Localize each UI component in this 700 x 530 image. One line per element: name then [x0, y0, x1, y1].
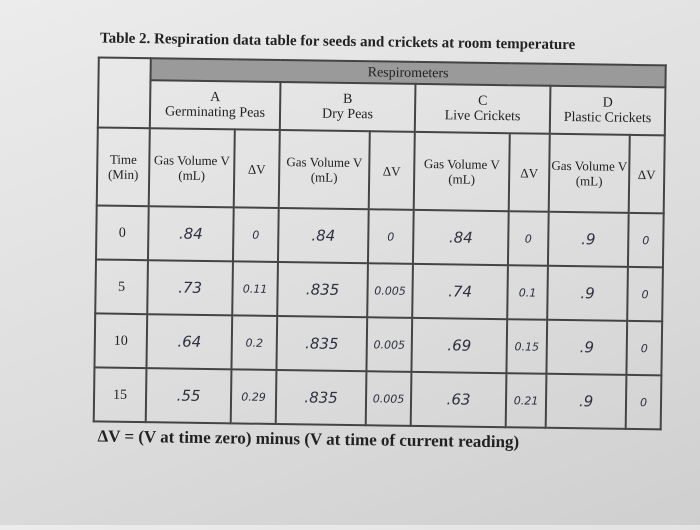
delta-header: ΔV — [628, 134, 665, 214]
delta-cell: 0 — [625, 374, 662, 430]
volume-cell: .84 — [147, 206, 234, 262]
time-cell: 0 — [95, 205, 149, 261]
time-header: Time (Min) — [96, 127, 150, 207]
table-title: Table 2. Respiration data table for seed… — [99, 30, 576, 54]
volume-cell: .69 — [411, 317, 508, 374]
delta-header: ΔV — [368, 131, 415, 210]
group-letter: D — [602, 95, 613, 111]
volume-cell: .835 — [277, 261, 368, 318]
column-header-row: Time (Min) Gas Volume V (mL) ΔV Gas Volume … — [96, 127, 665, 214]
group-header: B Dry Peas — [279, 82, 416, 132]
delta-cell: 0.005 — [366, 317, 413, 372]
volume-cell: .835 — [275, 369, 367, 426]
delta-cell: 0.11 — [232, 261, 278, 316]
delta-cell: 0.29 — [230, 369, 277, 424]
group-header: A Germinating Peas — [149, 80, 281, 131]
volume-cell: .55 — [145, 368, 232, 424]
delta-cell: 0 — [232, 207, 279, 262]
time-cell: 5 — [95, 259, 148, 315]
group-name: Live Crickets — [444, 108, 521, 125]
data-row: 0.84 0.84 0.84 0.9 0 — [95, 205, 664, 268]
data-row: 5.73 0.11.835 0.005.74 0.1.9 0 — [95, 259, 663, 322]
group-header: D Plastic Crickets — [549, 85, 666, 136]
volume-cell: .74 — [412, 263, 508, 320]
volume-cell: .84 — [277, 207, 369, 264]
time-cell: 10 — [94, 313, 148, 369]
delta-cell: 0 — [507, 211, 549, 266]
delta-cell: 0.2 — [231, 315, 278, 370]
volume-cell: .84 — [412, 209, 509, 266]
volume-cell: .9 — [547, 211, 629, 267]
group-name: Plastic Crickets — [563, 109, 652, 127]
data-row: 15.55 0.29.835 0.005.63 0.21.9 0 — [93, 367, 662, 430]
volume-cell: .64 — [146, 314, 233, 370]
time-cell: 15 — [93, 367, 147, 423]
group-letter: A — [210, 90, 221, 106]
volume-header: Gas Volume V (mL) — [148, 128, 235, 208]
volume-header: Gas Volume V (mL) — [413, 131, 510, 212]
volume-cell: .73 — [147, 260, 233, 316]
group-name: Germinating Peas — [164, 104, 266, 121]
data-row: 10.64 0.2.835 0.005.69 0.15.9 0 — [94, 313, 663, 376]
delta-cell: 0.21 — [505, 373, 547, 428]
volume-cell: .9 — [546, 319, 628, 375]
delta-cell: 0 — [627, 266, 663, 322]
blank-cell — [97, 57, 151, 129]
volume-cell: .835 — [276, 315, 368, 372]
group-header: C Live Crickets — [414, 83, 551, 134]
delta-cell: 0 — [367, 209, 414, 264]
delta-cell: 0.1 — [507, 265, 548, 320]
footnote: ΔV = (V at time zero) minus (V at time o… — [97, 426, 520, 452]
delta-cell: 0.005 — [365, 371, 412, 426]
delta-header: ΔV — [233, 129, 280, 208]
delta-cell: 0 — [626, 320, 663, 376]
delta-cell: 0.15 — [506, 319, 548, 374]
volume-cell: .63 — [410, 371, 507, 428]
data-table: Respirometers A Germinating Peas B Dry Peas C… — [93, 56, 667, 430]
volume-header: Gas Volume V (mL) — [278, 130, 370, 210]
volume-cell: .9 — [547, 265, 628, 321]
volume-cell: .9 — [545, 373, 627, 429]
delta-cell: 0.005 — [367, 263, 413, 318]
delta-header: ΔV — [508, 133, 550, 212]
group-name: Dry Peas — [321, 106, 374, 123]
group-row: A Germinating Peas B Dry Peas C Live Crickets… — [98, 79, 666, 136]
volume-header: Gas Volume V (mL) — [548, 133, 630, 213]
delta-cell: 0 — [627, 212, 664, 268]
